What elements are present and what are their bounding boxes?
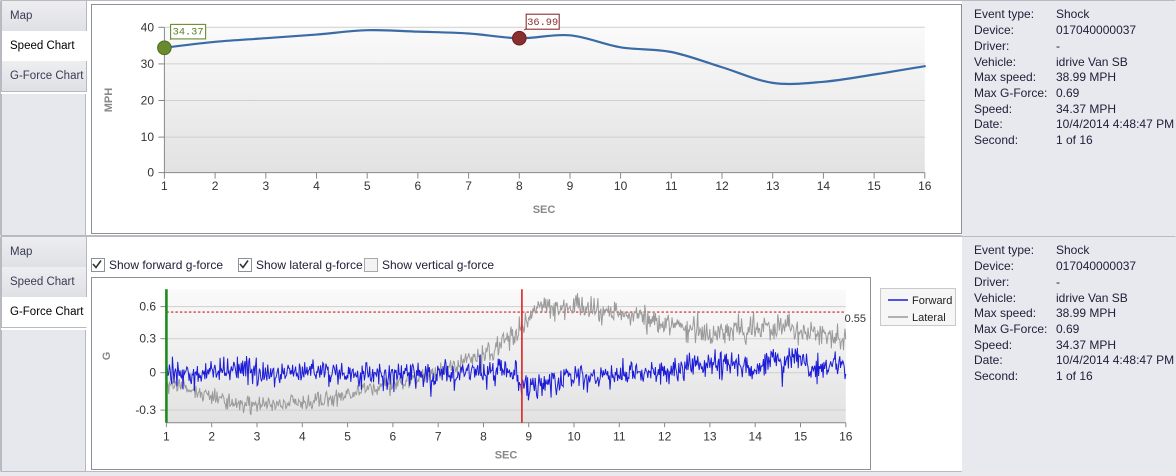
svg-text:0: 0 xyxy=(149,366,156,380)
svg-text:3: 3 xyxy=(262,179,269,193)
svg-text:12: 12 xyxy=(658,430,672,444)
svg-text:14: 14 xyxy=(749,430,763,444)
svg-text:1: 1 xyxy=(163,430,170,444)
svg-text:36.99: 36.99 xyxy=(527,17,558,29)
svg-text:9: 9 xyxy=(525,430,532,444)
svg-text:7: 7 xyxy=(435,430,442,444)
svg-text:0.3: 0.3 xyxy=(139,332,156,346)
svg-text:14: 14 xyxy=(817,179,831,193)
svg-text:SEC: SEC xyxy=(495,450,518,462)
svg-text:SEC: SEC xyxy=(533,204,556,216)
svg-text:10: 10 xyxy=(567,430,581,444)
svg-text:15: 15 xyxy=(794,430,808,444)
svg-text:9: 9 xyxy=(567,179,574,193)
svg-text:16: 16 xyxy=(839,430,853,444)
svg-text:12: 12 xyxy=(715,179,729,193)
svg-text:6: 6 xyxy=(390,430,397,444)
svg-text:13: 13 xyxy=(766,179,780,193)
svg-text:40: 40 xyxy=(141,20,155,34)
svg-text:0: 0 xyxy=(147,166,154,180)
svg-text:3: 3 xyxy=(254,430,261,444)
svg-text:MPH: MPH xyxy=(103,88,115,113)
svg-text:5: 5 xyxy=(364,179,371,193)
svg-text:4: 4 xyxy=(313,179,320,193)
svg-text:11: 11 xyxy=(613,430,626,444)
svg-text:0.6: 0.6 xyxy=(139,300,156,314)
svg-text:G: G xyxy=(101,352,113,361)
svg-text:10: 10 xyxy=(141,130,155,144)
svg-text:11: 11 xyxy=(665,179,678,193)
svg-text:0.55: 0.55 xyxy=(845,313,866,325)
svg-text:6: 6 xyxy=(415,179,422,193)
svg-text:4: 4 xyxy=(299,430,306,444)
svg-text:10: 10 xyxy=(614,179,628,193)
svg-text:-0.3: -0.3 xyxy=(135,403,156,417)
svg-text:15: 15 xyxy=(867,179,881,193)
svg-text:34.37: 34.37 xyxy=(173,27,204,39)
svg-text:Lateral: Lateral xyxy=(912,312,946,324)
svg-text:30: 30 xyxy=(141,57,155,71)
svg-text:1: 1 xyxy=(161,179,168,193)
svg-text:7: 7 xyxy=(465,179,472,193)
svg-text:8: 8 xyxy=(516,179,523,193)
svg-text:13: 13 xyxy=(703,430,717,444)
svg-text:20: 20 xyxy=(141,94,155,108)
svg-text:8: 8 xyxy=(480,430,487,444)
svg-text:Forward: Forward xyxy=(912,295,952,307)
svg-text:2: 2 xyxy=(208,430,215,444)
svg-text:16: 16 xyxy=(918,179,932,193)
svg-text:5: 5 xyxy=(344,430,351,444)
svg-text:2: 2 xyxy=(212,179,219,193)
